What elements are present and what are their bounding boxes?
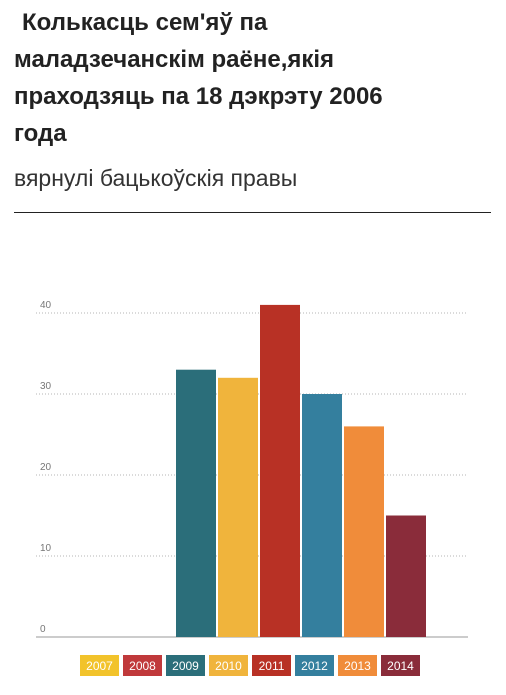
title-line-2: маладзечанскім раёне,якія [14,46,335,73]
legend-item-2011: 2011 [252,655,291,676]
legend: 2007 2008 2009 2010 2011 2012 2013 2014 [80,655,420,676]
title-line-3: праходзяць па 18 дэкрэту 2006 [14,83,383,110]
chart-title: Колькасць сем'яў па маладзечанскім раёне… [14,4,494,152]
legend-item-2008: 2008 [123,655,162,676]
bar-2014 [386,515,426,637]
bar-2009 [176,369,216,637]
y-tick-label: 0 [40,624,46,635]
y-tick-label: 10 [40,543,52,554]
bar-chart: 0 10 20 30 40 [36,300,468,638]
legend-item-2010: 2010 [209,655,248,676]
title-line-4: года [14,120,67,147]
legend-item-2007: 2007 [80,655,119,676]
legend-item-2014: 2014 [381,655,420,676]
chart-subtitle: вярнулі бацькоўскія правы [14,165,298,191]
bar-2010 [218,377,258,637]
y-tick-label: 30 [40,381,52,392]
y-tick-label: 40 [40,300,52,311]
y-tick-label: 20 [40,462,52,473]
bar-2011 [260,304,300,637]
legend-item-2009: 2009 [166,655,205,676]
legend-item-2013: 2013 [338,655,377,676]
legend-item-2012: 2012 [295,655,334,676]
bar-2012 [302,394,342,637]
title-line-1: Колькасць сем'яў па [22,9,268,36]
bar-2013 [344,426,384,637]
title-divider [14,212,491,213]
